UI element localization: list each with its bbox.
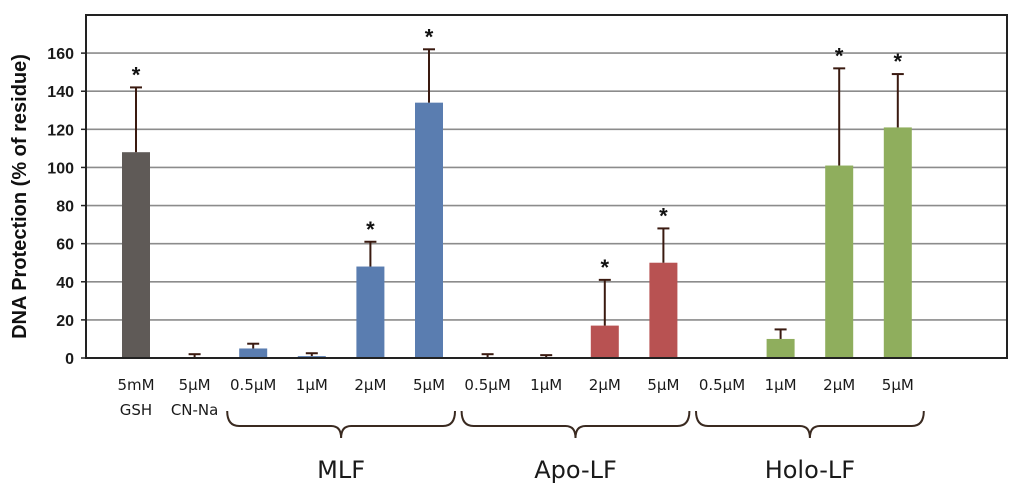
significance-marker: * [425, 24, 434, 49]
bar [590, 325, 619, 358]
bars [122, 102, 912, 359]
group-bracket [695, 410, 925, 439]
category-label: 5mM [117, 376, 154, 394]
category-label: 0.5μM [230, 376, 276, 394]
significance-marker: * [601, 255, 610, 280]
bar [825, 165, 854, 358]
bar [239, 348, 268, 358]
group-brackets: MLF Apo-LF Holo-LF [226, 410, 925, 484]
group-bracket [460, 410, 691, 439]
significance-marker: * [659, 203, 668, 228]
category-label: 2μM [589, 376, 621, 394]
significance-marker: * [894, 49, 903, 74]
category-label: 5μM [882, 376, 914, 394]
y-tick-label: 80 [56, 199, 74, 216]
bar [122, 152, 150, 358]
bar [649, 262, 678, 358]
category-label: 1μM [530, 376, 562, 394]
category-labels: 5mM GSH 5μM CN-Na 0.5μM 1μM 2μM 5μM 0.5μM 1μM 2μM 5… [117, 376, 913, 419]
category-label: 0.5μM [464, 376, 510, 394]
y-tick-label: 60 [56, 237, 74, 254]
y-tick-label: 100 [47, 160, 74, 177]
group-bracket [226, 410, 456, 439]
y-tick-label: 0 [65, 351, 74, 368]
y-tick-label: 20 [56, 313, 74, 330]
category-label: 2μM [354, 376, 386, 394]
category-label: 1μM [765, 376, 797, 394]
significance-marker: * [835, 43, 844, 68]
significance-markers: * * * * * * * [132, 24, 903, 280]
significance-marker: * [132, 62, 141, 87]
group-label: MLF [317, 456, 365, 484]
category-label: 5μM [179, 376, 211, 394]
group-label: Holo-LF [765, 456, 855, 484]
category-sublabel: CN-Na [171, 401, 219, 419]
y-axis-ticks: 0 20 40 60 80 100 120 140 160 [47, 46, 86, 368]
group-label: Apo-LF [534, 456, 617, 484]
bar [883, 127, 912, 358]
y-axis-label: DNA Protection (% of residue) [9, 54, 31, 339]
plot-frame [85, 14, 1008, 359]
y-tick-label: 140 [47, 84, 74, 101]
bar [415, 102, 443, 359]
bar [356, 266, 385, 358]
category-label: 5μM [647, 376, 679, 394]
y-tick-label: 160 [47, 46, 74, 63]
y-tick-label: 40 [56, 275, 74, 292]
category-label: 2μM [823, 376, 855, 394]
category-label: 5μM [413, 376, 445, 394]
error-bars [130, 48, 904, 358]
category-sublabel: GSH [120, 401, 152, 419]
significance-marker: * [366, 217, 375, 242]
category-label: 0.5μM [699, 376, 745, 394]
bar [766, 338, 795, 358]
y-tick-label: 120 [47, 122, 74, 139]
gridlines [86, 52, 1007, 321]
category-label: 1μM [296, 376, 328, 394]
